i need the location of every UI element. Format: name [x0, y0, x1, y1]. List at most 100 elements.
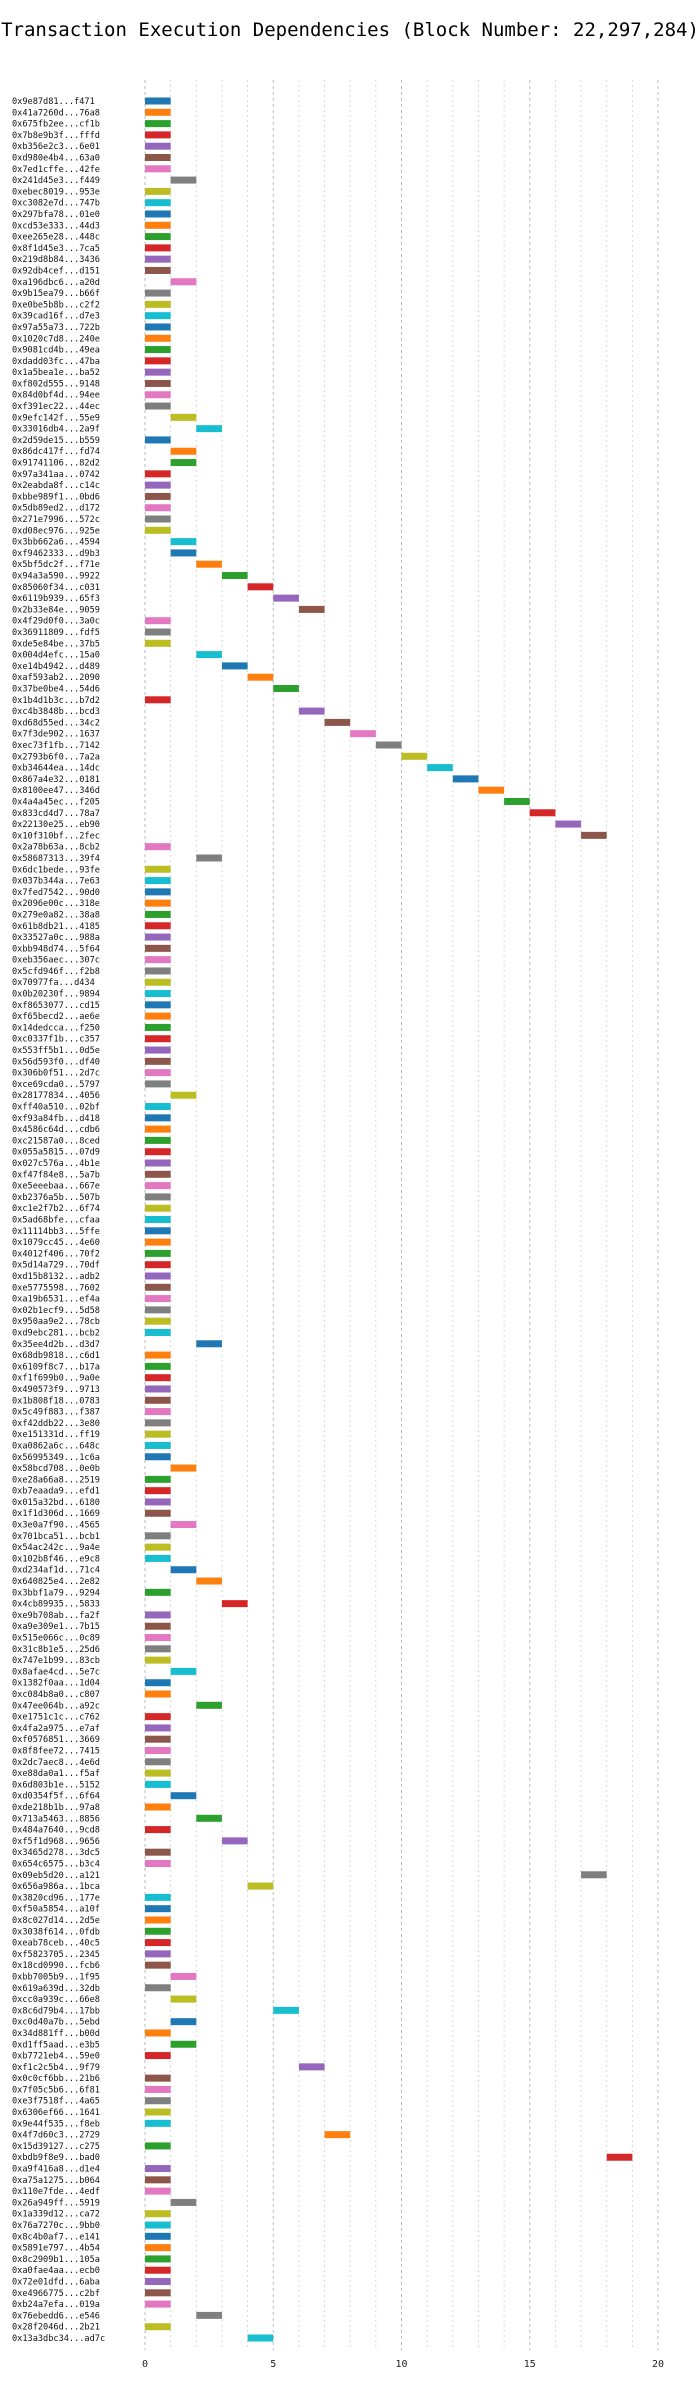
y-tick-label: 0xc084b8a0...c807: [12, 1690, 100, 1700]
transaction-bar: [145, 2210, 171, 2218]
y-tick-label: 0x4cb89935...5833: [12, 1600, 100, 1610]
y-tick-label: 0x110e7fde...4edf: [12, 2187, 100, 2197]
transaction-bar: [145, 131, 171, 139]
y-tick-label: 0x1020c7d8...240e: [12, 334, 100, 344]
transaction-bar: [452, 775, 479, 783]
y-tick-label: 0x4586c64d...cdb6: [12, 1125, 100, 1135]
transaction-bar: [145, 391, 171, 399]
y-tick-label: 0x86dc417f...fd74: [12, 447, 100, 457]
y-tick-label: 0xd68d55ed...34c2: [12, 718, 100, 728]
transaction-bar: [170, 1972, 197, 1980]
y-tick-label: 0xbb948d74...5f64: [12, 944, 100, 954]
y-tick-label: 0x0c0cf6bb...21b6: [12, 2074, 100, 2084]
y-tick-label: 0x58687313...39f4: [12, 854, 100, 864]
transaction-bar: [170, 1521, 197, 1529]
x-tick-label: 20: [652, 2359, 664, 2370]
transaction-bar: [145, 2300, 171, 2308]
y-tick-label: 0x5cfd946f...f2b8: [12, 967, 100, 977]
transaction-bar: [145, 1419, 171, 1427]
transaction-bar: [145, 1306, 171, 1314]
y-tick-label: 0x33016db4...2a9f: [12, 425, 100, 435]
transaction-bar: [145, 1057, 171, 1065]
transaction-bar: [298, 605, 325, 613]
transaction-bar: [504, 797, 530, 805]
y-tick-label: 0xe3f7518f...4a65: [12, 2097, 100, 2107]
transaction-bar: [145, 696, 171, 704]
transaction-bar: [145, 888, 171, 896]
y-tick-label: 0xe88da0a1...f5af: [12, 1769, 100, 1779]
y-tick-label: 0xa75a1275...b064: [12, 2176, 100, 2186]
y-tick-label: 0x28177834...4056: [12, 1091, 100, 1101]
y-tick-label: 0xeab78ceb...40c5: [12, 1939, 100, 1949]
y-tick-label: 0xbb7005b9...1f95: [12, 1972, 100, 1982]
y-tick-label: 0x92db4cef...d151: [12, 266, 100, 276]
y-tick-label: 0x4fa2a975...e7af: [12, 1724, 100, 1734]
y-tick-label: 0x484a7640...9cd8: [12, 1826, 100, 1836]
transaction-bar: [145, 899, 171, 907]
transaction-bar: [145, 2074, 171, 2082]
y-tick-label: 0x76a7270c...9bb0: [12, 2221, 100, 2231]
transaction-bar: [145, 165, 171, 173]
y-tick-label: 0x10f310bf...2fec: [12, 831, 100, 841]
y-tick-label: 0xec73f1fb...7142: [12, 741, 100, 751]
y-tick-label: 0xe14b4942...d489: [12, 662, 100, 672]
y-tick-label: 0xf1f699b0...9a0e: [12, 1374, 100, 1384]
y-tick-label: 0xf50a5854...a10f: [12, 1905, 100, 1915]
y-tick-label: 0x7f05c5b6...6f81: [12, 2085, 100, 2095]
y-tick-label: 0x1b4d1b3c...b7d2: [12, 696, 100, 706]
y-tick-label: 0x31c8b1e5...25d6: [12, 1645, 100, 1655]
y-tick-label: 0x61b8db21...4185: [12, 922, 100, 932]
y-tick-label: 0xf802d555...9148: [12, 379, 100, 389]
transaction-bar: [145, 639, 171, 647]
y-tick-label: 0x70977fa...d434: [12, 978, 95, 988]
transaction-bar: [196, 425, 222, 433]
transaction-bar: [145, 1182, 171, 1190]
transaction-bar: [273, 2006, 299, 2014]
transaction-bar: [145, 1148, 171, 1156]
transaction-bar: [145, 1487, 171, 1495]
transaction-bar: [145, 628, 171, 636]
y-tick-label: 0x4a4a45ec...f205: [12, 797, 100, 807]
transaction-bar: [145, 142, 171, 150]
y-tick-label: 0x055a5815...07d9: [12, 1148, 100, 1158]
transaction-bar: [350, 730, 376, 738]
transaction-bar: [145, 2119, 171, 2127]
y-tick-label: 0x11114bb3...5ffe: [12, 1227, 100, 1237]
grid-lines: [144, 80, 659, 2350]
transaction-bar: [273, 594, 299, 602]
transaction-bar: [196, 651, 222, 659]
y-tick-label: 0x1079cc45...4e60: [12, 1238, 100, 1248]
transaction-bar: [145, 1498, 171, 1506]
y-tick-label: 0xff40a510...02bf: [12, 1103, 100, 1113]
transaction-bar: [145, 933, 171, 941]
transaction-bar: [145, 199, 171, 207]
transaction-bar: [145, 1634, 171, 1642]
y-tick-label: 0xe5eeebaa...667e: [12, 1182, 100, 1192]
transaction-bar: [196, 560, 222, 568]
y-tick-label: 0xa9e309e1...7b15: [12, 1622, 100, 1632]
y-tick-label: 0x5ad68bfe...cfaa: [12, 1216, 100, 1226]
y-tick-label: 0x8f8fee72...7415: [12, 1747, 100, 1757]
y-tick-label: 0x6dc1bede...93fe: [12, 865, 100, 875]
y-tick-label: 0x6109f8c7...b17a: [12, 1362, 100, 1372]
y-tick-label: 0x2eabda8f...c14c: [12, 481, 100, 491]
y-tick-label: 0x3820cd96...177e: [12, 1893, 100, 1903]
transaction-bar: [145, 255, 171, 263]
y-tick-label: 0x97a55a73...722b: [12, 323, 100, 333]
y-tick-label: 0x015a32bd...6180: [12, 1498, 100, 1508]
transaction-bar: [170, 2198, 197, 2206]
transaction-bar: [145, 1622, 171, 1630]
y-tick-label: 0x3038f614...0fdb: [12, 1927, 100, 1937]
y-tick-label: 0x47ee064b...a92c: [12, 1701, 100, 1711]
y-tick-label: 0xd980e4b4...63a0: [12, 153, 100, 163]
transaction-bar: [145, 1893, 171, 1901]
transaction-bar: [145, 1713, 171, 1721]
y-tick-label: 0x640825e4...2e82: [12, 1577, 100, 1587]
transaction-bar: [145, 1826, 171, 1834]
transaction-bar: [145, 1916, 171, 1924]
y-tick-label: 0x297bfa78...01e0: [12, 210, 100, 220]
transaction-bar: [145, 1069, 171, 1077]
y-tick-label: 0x58bcd708...0e0b: [12, 1464, 100, 1474]
transaction-bar: [145, 1272, 171, 1280]
